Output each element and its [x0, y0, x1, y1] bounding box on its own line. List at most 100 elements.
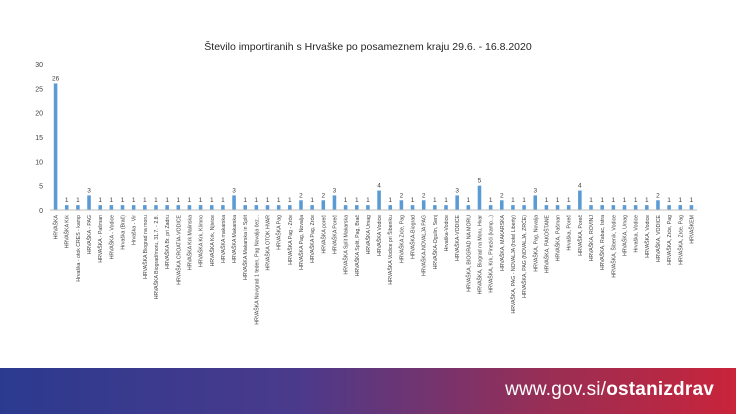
data-label: 1: [188, 197, 192, 204]
data-label: 1: [388, 197, 392, 204]
bar: [578, 190, 582, 210]
data-label: 1: [255, 197, 259, 204]
data-label: 1: [132, 197, 136, 204]
bar: [254, 205, 259, 210]
bar: [667, 205, 671, 210]
x-tick-label: HRVAŠKA Zrće, Pag: [398, 215, 405, 263]
bar: [589, 205, 593, 210]
data-label: 1: [667, 197, 671, 204]
bar: [332, 195, 337, 210]
data-label: 1: [545, 197, 549, 204]
x-tick-label: HRVAŠKA Biograd/moru, 31.7. - 2.8.: [153, 215, 160, 299]
x-tick-label: HRVAŠKA, Biograd na Moru, Hvar: [476, 215, 483, 295]
bar: [310, 205, 314, 210]
data-label: 1: [556, 197, 560, 204]
bar: [522, 205, 526, 210]
data-label: 1: [467, 197, 471, 204]
x-tick-label: HRVAŠKA, Rabac, Istra: [599, 215, 606, 270]
x-tick-label: HRVAŠKA, Krk, Pinezići (kamp...): [488, 215, 495, 293]
bar: [533, 195, 538, 210]
data-label: 1: [199, 197, 203, 204]
x-tick-label: HRVAŠKA Pag, Zrće: [309, 215, 316, 263]
chart-title: Število importiranih s Hrvaške po posame…: [204, 40, 532, 53]
x-tick-label: HRVAŠKA Vodice: [376, 215, 383, 256]
data-label: 1: [589, 197, 593, 204]
x-tick-label: HRVAŠKA Biograd na moru: [142, 215, 149, 279]
x-tick-label: HRVAŠKA, BIOGRAD NA MORU: [465, 215, 472, 292]
bar: [656, 200, 660, 210]
bar: [53, 83, 58, 210]
data-label: 1: [567, 197, 571, 204]
bar: [499, 200, 504, 210]
x-tick-label: HRVAŠKA Makarska: [231, 215, 238, 263]
data-label: 1: [243, 197, 247, 204]
bar: [299, 200, 303, 210]
x-tick-label: Hrvaška-Vodice: [444, 215, 450, 251]
bar: [633, 205, 638, 210]
y-tick-label: 5: [39, 184, 43, 191]
data-label: 1: [154, 197, 158, 204]
x-tick-label: HRVAŠKA - Pašman: [97, 215, 104, 263]
data-label: 2: [500, 192, 504, 199]
x-tick-label: Hrvaška (Brač): [121, 215, 127, 250]
data-label: 1: [678, 197, 682, 204]
x-tick-label: HRVAŠKA Novigrad 1 teden, Pag Novalja če…: [253, 215, 260, 325]
bar: [131, 205, 136, 210]
data-label: 1: [288, 197, 292, 204]
bar: [343, 205, 348, 210]
data-label: 1: [366, 197, 370, 204]
bar: [555, 205, 560, 210]
data-label: 1: [165, 197, 169, 204]
bar: [689, 205, 694, 210]
data-label: 1: [221, 197, 225, 204]
bar: [421, 200, 426, 210]
y-tick-label: 20: [35, 111, 43, 118]
x-tick-label: HRVAŠKA Makarska in Split: [242, 214, 249, 280]
footer-link[interactable]: www.gov.si/ostanizdrav: [505, 379, 714, 401]
data-label: 1: [176, 197, 180, 204]
data-label: 1: [489, 197, 493, 204]
x-tick-label: HRVAŠKA-Ogulin, Senj: [432, 215, 439, 269]
data-label: 1: [266, 197, 270, 204]
x-tick-label: HRVAŠKA - PAG: [86, 215, 93, 254]
bar: [466, 205, 471, 210]
bar: [433, 205, 437, 210]
bar: [176, 205, 181, 210]
x-tick-label: HRVAŠKA, VODICE: [655, 214, 662, 262]
data-label: 1: [433, 197, 437, 204]
bar: [232, 195, 236, 210]
x-tick-label: HRVAŠKA, ROVINJ: [588, 215, 595, 262]
y-tick-label: 30: [35, 62, 43, 69]
data-label: 1: [522, 197, 526, 204]
x-tick-label: HRVAŠKA-NOVALJA PAG: [421, 215, 428, 276]
x-tick-label: HRVAŠKA makarska: [220, 215, 227, 263]
y-tick-label: 0: [39, 208, 43, 215]
bar: [645, 205, 649, 210]
x-tick-label: HRVAŠKA, PAG (NOVALJA, ZRĆE): [521, 215, 528, 298]
x-tick-label: Hrvaška - otok CRES - kamp: [76, 215, 82, 282]
data-label: 4: [377, 183, 381, 190]
data-label: 1: [612, 197, 616, 204]
x-tick-label: HRVAŠKA Pag - Zrće: [287, 215, 294, 265]
bar: [544, 205, 549, 210]
x-tick-label: HRVAŠKA Vodice pri Šibeniku: [387, 215, 394, 285]
data-label: 1: [143, 197, 147, 204]
bar: [366, 205, 370, 210]
data-label: 1: [444, 197, 448, 204]
bar: [276, 205, 281, 210]
data-label: 3: [333, 187, 337, 194]
x-axis-labels: HRVAŠKA HRVAŠKA Krk Hrvaška - otok CRES - …: [53, 214, 696, 324]
bar: [600, 205, 604, 210]
data-label: 2: [656, 192, 660, 199]
x-tick-label: HRVAŠKA Krk Malinska: [186, 215, 193, 270]
data-label: 1: [344, 197, 348, 204]
x-tick-label: HRVAŠKA-VODICE: [454, 214, 461, 260]
bar: [120, 205, 125, 210]
bar: [98, 205, 102, 210]
bar: [444, 205, 448, 210]
x-tick-label: HRVAŠKA, Zrće, Pag: [666, 215, 673, 265]
x-tick-label: HRVAŠKA Poreč: [331, 215, 338, 254]
bar: [455, 195, 459, 210]
x-tick-label: HRVAŠKA CROATIA-VODICE: [175, 214, 182, 284]
x-tick-label: HRVAŠKA, Pašman: [555, 215, 562, 261]
